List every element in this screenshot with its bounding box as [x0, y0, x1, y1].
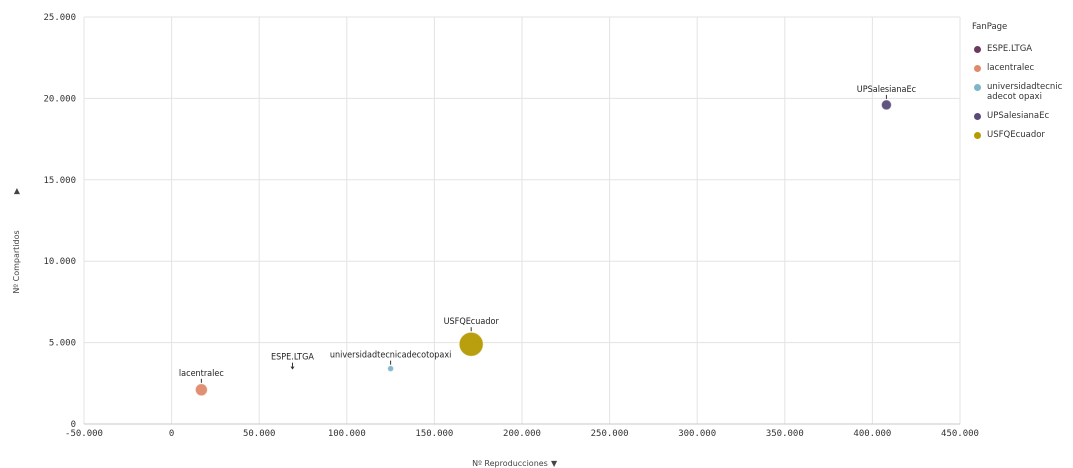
x-axis-ticks: -50.000 0 50.000 100.000 150.000 200.000 250.0…: [65, 429, 979, 439]
legend-label: USFQEcuador: [987, 130, 1045, 140]
legend-swatch-icon: [974, 132, 981, 139]
point-label: universidadtecnicadecotopaxi: [330, 351, 452, 361]
x-tick-label: 150.000: [415, 429, 453, 439]
legend-title: FanPage: [972, 22, 1008, 32]
y-tick-label: 15.000: [43, 176, 76, 186]
legend-label: ESPE.LTGA: [987, 44, 1033, 54]
legend-swatch-icon: [974, 113, 981, 120]
x-tick-label: 100.000: [328, 429, 366, 439]
legend: FanPage ESPE.LTGA lacentralec universidadt…: [972, 22, 1067, 149]
grid-lines: [83, 16, 961, 425]
data-point[interactable]: [194, 383, 208, 397]
legend-swatch-icon: [974, 84, 981, 91]
x-tick-label: 300.000: [678, 429, 716, 439]
point-label: lacentralec: [179, 369, 224, 379]
legend-item[interactable]: universidadtecnicadecot opaxi: [972, 82, 1067, 102]
x-axis-title[interactable]: Nº Reproducciones: [472, 459, 548, 468]
x-tick-label: 350.000: [766, 429, 804, 439]
legend-swatch-icon: [974, 46, 981, 53]
legend-label: universidadtecnicadecot opaxi: [987, 82, 1063, 102]
legend-item[interactable]: ESPE.LTGA: [972, 44, 1067, 54]
point-label: ESPE.LTGA: [271, 353, 314, 363]
data-point[interactable]: [290, 366, 295, 370]
x-tick-label: 200.000: [503, 429, 541, 439]
legend-swatch-icon: [974, 65, 981, 72]
x-tick-label: 250.000: [591, 429, 629, 439]
legend-item[interactable]: USFQEcuador: [972, 130, 1067, 140]
legend-label: UPSalesianaEc: [987, 111, 1050, 121]
legend-items: ESPE.LTGA lacentralec universidadtecnicade…: [972, 44, 1067, 140]
y-sort-caret-up-icon[interactable]: ▶: [12, 187, 21, 194]
x-tick-label: 400.000: [853, 429, 891, 439]
y-axis-ticks: 0 5.000 10.000 15.000 20.000 25.000: [43, 13, 76, 430]
y-tick-label: 0: [71, 420, 76, 430]
data-points: ESPE.LTGA lacentralec universidadtecnicade…: [179, 85, 916, 397]
x-sort-caret-down-icon[interactable]: ▼: [551, 459, 558, 468]
y-tick-label: 10.000: [43, 257, 76, 267]
y-axis-title[interactable]: Nº Compartidos: [12, 230, 21, 293]
x-tick-label: 50.000: [243, 429, 276, 439]
legend-label: lacentralec: [987, 63, 1035, 73]
y-tick-label: 5.000: [49, 339, 76, 349]
legend-item[interactable]: UPSalesianaEc: [972, 111, 1067, 121]
point-label: UPSalesianaEc: [857, 85, 916, 95]
x-tick-label: 0: [169, 429, 174, 439]
legend-item[interactable]: lacentralec: [972, 63, 1067, 73]
data-point[interactable]: [458, 331, 484, 357]
data-point[interactable]: [387, 365, 395, 373]
x-tick-label: -50.000: [65, 429, 103, 439]
y-tick-label: 25.000: [43, 13, 76, 23]
x-tick-label: 450.000: [941, 429, 979, 439]
y-tick-label: 20.000: [43, 94, 76, 104]
data-point[interactable]: [880, 99, 892, 111]
point-label: USFQEcuador: [444, 317, 500, 327]
